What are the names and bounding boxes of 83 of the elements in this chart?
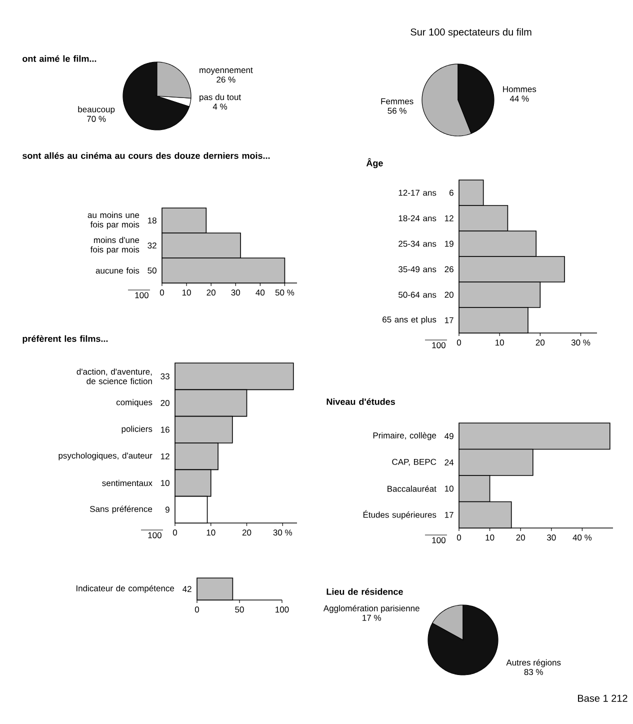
x-tick-label: 40 bbox=[256, 290, 265, 296]
data-label: 4 % bbox=[212, 104, 228, 110]
x-tick-label: 20 bbox=[516, 534, 525, 541]
chart-title: ont aimé le film... bbox=[22, 55, 96, 62]
y-tick-label: psychologiques, d'auteur bbox=[58, 452, 152, 460]
slice-label: Agglomération parisienne bbox=[323, 604, 420, 613]
y-tick-label: Indicateur de compétence bbox=[76, 584, 174, 594]
data-label: 10 bbox=[160, 480, 170, 486]
data-label: 26 % bbox=[216, 76, 236, 83]
y-tick-label: d'action, d'aventure, de science fiction bbox=[76, 368, 152, 384]
x-tick-label: 50 % bbox=[275, 290, 294, 296]
data-label: 44 % bbox=[510, 96, 529, 102]
x-tick-label: 20 bbox=[242, 530, 252, 536]
y-tick-label: CAP, BEPC bbox=[392, 458, 436, 466]
y-tick-label: policiers bbox=[122, 426, 152, 434]
slice-label: Femmes bbox=[381, 98, 414, 104]
x-tick-label: 0 bbox=[194, 606, 200, 613]
slice-label: Hommes bbox=[503, 86, 536, 92]
x-tick-label: 0 bbox=[456, 534, 462, 541]
x-tick-label: 30 % bbox=[273, 530, 292, 536]
text: préfèrent les films... bbox=[22, 335, 108, 344]
x-tick-label: 0 bbox=[456, 340, 462, 346]
slice-label: Autres régions bbox=[506, 659, 561, 668]
x-tick-label: 40 % bbox=[572, 534, 592, 541]
data-label: 56 % bbox=[388, 108, 406, 114]
x-tick-label: 10 bbox=[206, 530, 216, 536]
x-tick-label: 0 bbox=[172, 530, 178, 536]
x-tick-label: 10 bbox=[182, 290, 191, 296]
y-tick-label: sentimentaux bbox=[102, 480, 152, 486]
chart-title: Lieu de résidence bbox=[326, 588, 403, 595]
slice-label: beaucoup bbox=[78, 106, 115, 114]
data-label: 83 % bbox=[524, 669, 543, 676]
data-label: 49 bbox=[444, 433, 454, 440]
slice-label: moyennement bbox=[200, 68, 253, 75]
x-tick-label: 20 bbox=[206, 290, 216, 296]
y-tick-label: 18-24 ans bbox=[398, 215, 436, 222]
x-tick-label: 10 bbox=[486, 534, 494, 541]
data-label: 16 bbox=[160, 426, 170, 433]
y-tick-label: 25-34 ans bbox=[398, 240, 436, 247]
text: Sur 100 spectateurs du film bbox=[410, 28, 532, 38]
data-label: 17 bbox=[444, 317, 454, 324]
y-tick-label: Primaire, collège bbox=[373, 432, 436, 440]
x-tick-label: 50 bbox=[235, 606, 244, 613]
data-label: 50 bbox=[148, 267, 156, 274]
y-tick-label: Baccalauréat bbox=[388, 485, 436, 492]
y-tick-label: 50-64 ans bbox=[398, 292, 436, 298]
x-tick-label: 30 % bbox=[571, 340, 590, 346]
y-tick-label: 35-49 ans bbox=[398, 266, 436, 272]
data-label: 26 bbox=[444, 266, 454, 272]
data-label: 20 bbox=[160, 400, 170, 406]
x-tick-label: 100 bbox=[276, 606, 289, 613]
data-label: 32 bbox=[148, 242, 156, 249]
data-label: 10 bbox=[444, 486, 454, 492]
y-tick-label: 65 ans et plus bbox=[382, 316, 436, 324]
data-label: 33 bbox=[160, 373, 170, 380]
y-tick-label: moins d'une fois par mois bbox=[90, 236, 140, 254]
data-label: 19 bbox=[444, 240, 454, 247]
data-label: 6 bbox=[450, 190, 454, 196]
data-label: 70 % bbox=[87, 116, 106, 122]
y-tick-label: Études supérieures bbox=[363, 510, 436, 520]
data-label: 17 bbox=[444, 512, 454, 518]
data-label: 17 % bbox=[362, 614, 381, 621]
chart-title: sont allés au cinéma au cours des douze derniers mois... bbox=[22, 152, 270, 159]
x-tick-label: 30 bbox=[547, 534, 556, 541]
x-tick-label: 10 bbox=[496, 340, 504, 346]
data-label: 12 bbox=[444, 215, 454, 222]
data-label: 42 bbox=[182, 586, 192, 592]
text: Âge bbox=[366, 158, 383, 168]
data-label: 18 bbox=[148, 217, 156, 224]
data-label: 12 bbox=[160, 453, 170, 460]
y-tick-label: 12-17 ans bbox=[398, 190, 436, 196]
y-tick-label: aucune fois bbox=[96, 267, 140, 274]
data-label: 24 bbox=[444, 459, 454, 466]
x-tick-label: 0 bbox=[160, 290, 164, 296]
x-tick-label: 20 bbox=[536, 340, 545, 346]
slice-label: pas du tout bbox=[200, 94, 241, 102]
y-tick-label: au moins une fois par mois bbox=[88, 212, 140, 230]
y-tick-label: comiques bbox=[116, 399, 152, 407]
text: Base 1 212 bbox=[578, 694, 628, 702]
y-tick-label: Sans préférence bbox=[90, 506, 152, 514]
data-label: 9 bbox=[165, 506, 170, 513]
x-tick-label: 30 bbox=[231, 290, 240, 296]
text: Niveau d'études bbox=[326, 398, 395, 405]
